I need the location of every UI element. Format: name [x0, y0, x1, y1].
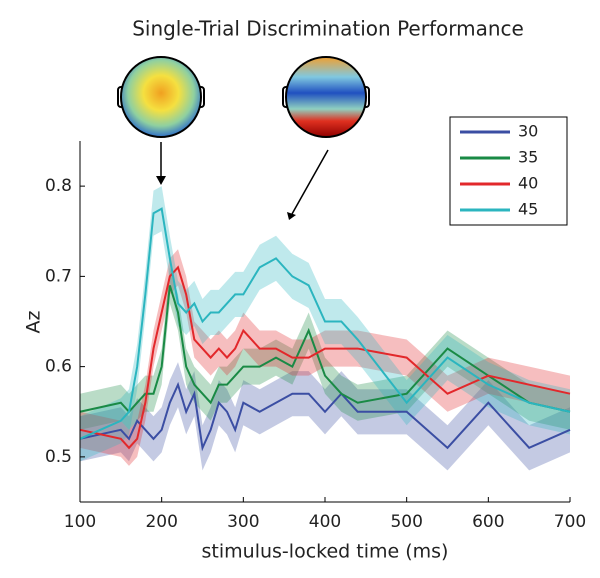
legend-label: 35	[518, 148, 538, 167]
error-band	[80, 186, 570, 462]
error-band	[80, 249, 570, 466]
series-line	[79, 265, 571, 450]
x-tick-label: 300	[227, 512, 259, 532]
legend-box	[449, 116, 568, 226]
chart-title: Single-Trial Discrimination Performance	[132, 17, 524, 41]
x-tick-label: 600	[472, 512, 504, 532]
series-line	[79, 381, 571, 452]
y-tick-label: 0.6	[45, 357, 72, 377]
series-line	[79, 207, 571, 440]
legend-label: 40	[518, 174, 538, 193]
legend-label: 45	[518, 200, 538, 219]
error-band	[80, 267, 570, 430]
y-tick-label: 0.7	[45, 266, 72, 286]
legend-label: 30	[518, 122, 538, 141]
y-tick-label: 0.8	[45, 176, 72, 196]
y-tick-label: 0.5	[45, 447, 72, 467]
x-tick-label: 700	[554, 512, 586, 532]
series-line	[79, 285, 571, 414]
x-tick-label: 200	[145, 512, 177, 532]
y-axis-label: Az	[23, 310, 45, 333]
x-tick-label: 100	[64, 512, 96, 532]
legend: 30 35 40 45	[449, 116, 568, 226]
x-tick-label: 400	[309, 512, 341, 532]
head-maps	[117, 56, 370, 220]
x-tick-label: 500	[390, 512, 422, 532]
x-axis-label: stimulus-locked time (ms)	[202, 541, 449, 563]
